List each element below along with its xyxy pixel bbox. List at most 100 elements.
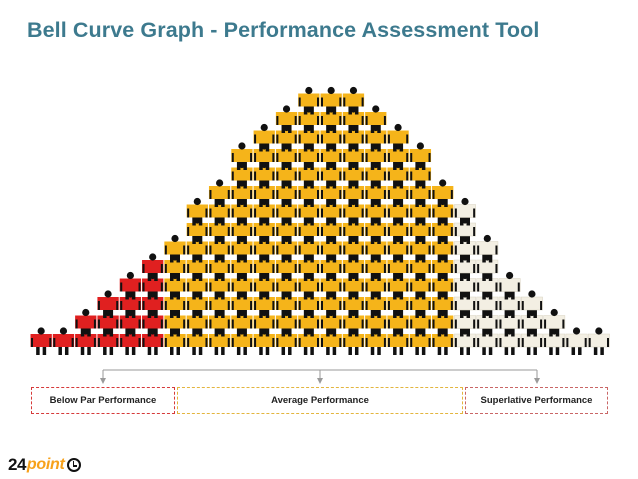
person-figure: [275, 216, 298, 244]
person-leg: [326, 198, 330, 207]
person-head: [372, 105, 380, 113]
person-body: [342, 241, 365, 255]
person-arm: [343, 227, 346, 236]
person-leg: [154, 327, 158, 337]
person-body: [253, 260, 275, 273]
person-leg: [526, 346, 531, 355]
person-arm: [343, 134, 346, 144]
person-arm: [294, 153, 297, 162]
person-leg: [332, 253, 337, 263]
person-arm: [160, 282, 163, 292]
person-arm: [410, 264, 413, 273]
person-leg: [281, 216, 286, 226]
person-leg: [265, 179, 270, 189]
person-arm: [454, 245, 457, 255]
person-arm: [387, 338, 390, 347]
figure-column: [432, 179, 454, 355]
person-leg: [214, 253, 219, 263]
person-head: [439, 179, 447, 187]
person-arm: [562, 338, 565, 347]
person-arm: [276, 153, 279, 162]
person-arm: [383, 282, 386, 292]
person-arm: [432, 245, 435, 255]
person-leg: [310, 179, 314, 189]
person-leg: [243, 346, 247, 355]
person-figure: [208, 327, 231, 355]
person-leg: [421, 235, 426, 244]
person-leg: [221, 272, 225, 281]
person-arm: [406, 190, 409, 199]
person-leg: [578, 346, 582, 355]
person-arm: [116, 301, 119, 310]
figure-column: [409, 142, 432, 355]
person-body: [387, 130, 409, 144]
figure-column: [476, 234, 499, 355]
person-figure: [320, 234, 342, 263]
person-leg: [243, 179, 247, 189]
person-figure: [432, 327, 454, 355]
person-leg: [303, 161, 308, 170]
person-body: [142, 278, 164, 292]
person-arm: [365, 245, 368, 255]
person-body: [320, 315, 342, 329]
person-leg: [504, 290, 509, 300]
person-figure: [142, 253, 164, 281]
person-body: [186, 334, 208, 347]
person-body: [432, 278, 454, 292]
person-leg: [192, 346, 196, 355]
person-leg: [444, 272, 448, 281]
person-arm: [187, 282, 190, 292]
person-body: [476, 333, 499, 348]
person-figure: [498, 271, 521, 300]
person-arm: [361, 338, 364, 347]
figure-column: [342, 86, 365, 355]
person-leg: [348, 105, 352, 115]
person-leg: [147, 346, 152, 355]
person-body: [298, 241, 320, 255]
person-leg: [310, 198, 314, 207]
person-leg: [131, 346, 136, 355]
person-body: [320, 223, 342, 236]
person-leg: [303, 253, 308, 263]
person-arm: [339, 282, 342, 292]
person-leg: [236, 272, 241, 281]
person-leg: [393, 290, 397, 300]
person-body: [275, 186, 298, 199]
person-leg: [393, 253, 397, 263]
person-body: [387, 315, 409, 329]
person-arm: [321, 245, 323, 255]
person-body: [208, 260, 231, 273]
person-body: [454, 315, 476, 329]
person-arm: [294, 245, 297, 255]
person-leg: [236, 290, 241, 300]
person-arm: [365, 116, 368, 125]
person-arm: [231, 338, 234, 347]
person-arm: [231, 301, 234, 310]
person-arm: [276, 227, 279, 236]
person-leg: [526, 309, 531, 318]
person-head: [126, 271, 134, 280]
person-body: [119, 278, 142, 292]
person-arm: [298, 245, 301, 255]
person-arm: [187, 208, 190, 218]
person-leg: [488, 253, 493, 263]
person-arm: [294, 190, 297, 199]
person-arm: [321, 208, 323, 218]
person-leg: [131, 327, 136, 337]
person-arm: [187, 338, 190, 347]
person-leg: [399, 198, 404, 207]
person-leg: [243, 235, 247, 244]
person-body: [521, 315, 543, 329]
person-arm: [495, 319, 498, 329]
person-arm: [321, 264, 323, 273]
person-arm: [298, 134, 301, 144]
person-arm: [387, 264, 390, 273]
person-leg: [415, 290, 419, 300]
person-leg: [281, 327, 286, 337]
person-leg: [348, 179, 352, 189]
person-leg: [303, 290, 308, 300]
person-arm: [142, 282, 145, 292]
person-figure: [387, 327, 409, 355]
person-leg: [288, 272, 292, 281]
person-arm: [387, 190, 390, 199]
